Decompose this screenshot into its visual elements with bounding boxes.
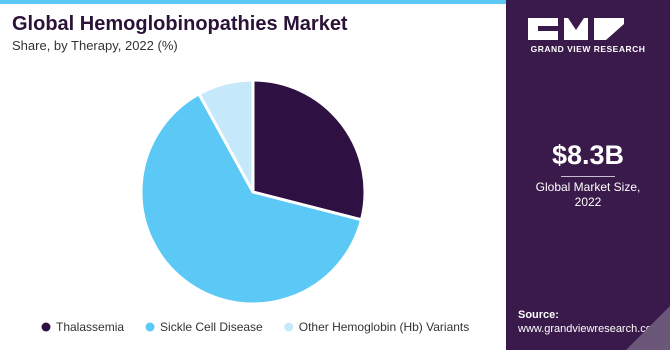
legend-label: Thalassemia — [56, 320, 124, 334]
corner — [626, 306, 670, 350]
top-stripe — [0, 0, 506, 4]
legend-label: Other Hemoglobin (Hb) Variants — [299, 320, 470, 334]
legend-swatch — [41, 322, 51, 332]
legend-swatch — [284, 322, 294, 332]
source-url: www.grandviewresearch.com — [518, 323, 662, 335]
pie — [139, 78, 367, 306]
brand-name: GRAND VIEW RESEARCH — [530, 44, 646, 54]
logo — [528, 18, 624, 40]
divider — [561, 176, 615, 177]
pie-slice — [139, 91, 364, 306]
chart-title: Global Hemoglobinopathies Market — [12, 13, 348, 35]
legend-label: Sickle Cell Disease — [160, 320, 263, 334]
pie-slice — [197, 78, 255, 193]
market-size-label: Global Market Size, 2022 — [535, 180, 641, 209]
pie-slice — [251, 78, 367, 222]
legend: Thalassemia Sickle Cell Disease Other Hemo… — [41, 320, 470, 334]
chart-subtitle: Share, by Therapy, 2022 (%) — [12, 38, 178, 53]
market-size: $8.3B — [551, 140, 625, 170]
chart: Global Hemoglobinopathies Market Share, … — [0, 0, 506, 334]
source-label: Source: — [518, 309, 559, 321]
sidebar: GRAND VIEW RESEARCH $8.3B Global Market … — [506, 0, 670, 350]
legend-swatch — [145, 322, 155, 332]
